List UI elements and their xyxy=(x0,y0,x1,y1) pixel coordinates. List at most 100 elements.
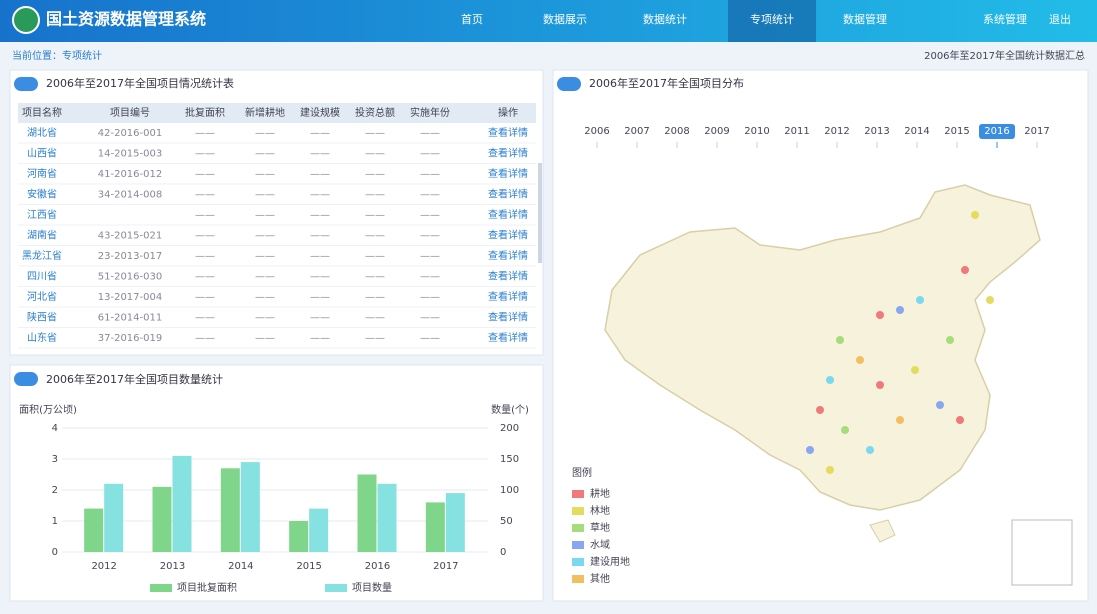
detail-link[interactable]: 查看详情 xyxy=(488,331,528,344)
table-cell: 河南省 xyxy=(27,167,57,180)
bar xyxy=(220,468,240,552)
app-title: 国土资源数据管理系统 xyxy=(46,10,206,29)
table-cell: —— xyxy=(365,128,385,139)
table-cell: —— xyxy=(255,128,275,139)
nav-item[interactable]: 退出 xyxy=(1049,12,1071,26)
detail-link[interactable]: 查看详情 xyxy=(488,167,528,180)
panel-title: 2006年至2017年全国项目情况统计表 xyxy=(46,76,234,90)
detail-link[interactable]: 查看详情 xyxy=(488,311,528,324)
table-cell: —— xyxy=(195,149,215,160)
year-button[interactable]: 2006 xyxy=(584,126,609,137)
detail-link[interactable]: 查看详情 xyxy=(488,126,528,139)
legend-label: 项目数量 xyxy=(352,581,392,594)
year-button[interactable]: 2007 xyxy=(624,126,649,137)
table-cell: —— xyxy=(195,251,215,262)
table-cell: —— xyxy=(310,231,330,242)
x-tick-label: 2016 xyxy=(365,561,390,572)
table-cell: —— xyxy=(310,210,330,221)
year-button[interactable]: 2012 xyxy=(824,126,849,137)
table-cell: —— xyxy=(255,190,275,201)
year-button[interactable]: 2009 xyxy=(704,126,729,137)
year-button[interactable]: 2016 xyxy=(984,126,1009,137)
y2-tick-label: 150 xyxy=(500,454,519,465)
year-button[interactable]: 2010 xyxy=(744,126,769,137)
detail-link[interactable]: 查看详情 xyxy=(488,188,528,201)
y-tick-label: 0 xyxy=(52,547,58,558)
table-cell: —— xyxy=(255,292,275,303)
year-button[interactable]: 2014 xyxy=(904,126,929,137)
detail-link[interactable]: 查看详情 xyxy=(488,290,528,303)
detail-link[interactable]: 查看详情 xyxy=(488,249,528,262)
legend-label: 其他 xyxy=(590,572,610,585)
table-cell: 61-2014-011 xyxy=(98,313,162,324)
table-cell: 山西省 xyxy=(27,147,57,160)
panel-title: 2006年至2017年全国项目分布 xyxy=(589,76,744,90)
table-cell: 14-2015-003 xyxy=(98,149,162,160)
table-cell: —— xyxy=(310,313,330,324)
y2-tick-label: 50 xyxy=(500,516,513,527)
table-header xyxy=(18,103,536,123)
detail-link[interactable]: 查看详情 xyxy=(488,147,528,160)
table-cell: —— xyxy=(310,128,330,139)
table-cell: —— xyxy=(310,251,330,262)
legend-swatch xyxy=(572,524,584,532)
y-tick-label: 3 xyxy=(52,454,58,465)
table-cell: —— xyxy=(195,313,215,324)
year-button[interactable]: 2015 xyxy=(944,126,969,137)
table-cell: —— xyxy=(310,333,330,344)
table-cell: 41-2016-012 xyxy=(98,169,162,180)
map-points xyxy=(806,211,994,474)
table-cell: 37-2016-019 xyxy=(98,333,162,344)
table-cell: —— xyxy=(420,128,440,139)
y-axis-title: 面积(万公顷) xyxy=(19,404,77,416)
map-island xyxy=(869,519,896,543)
x-tick-label: 2013 xyxy=(160,561,185,572)
table-cell: —— xyxy=(195,190,215,201)
table-cell: 43-2015-021 xyxy=(98,231,162,242)
bar xyxy=(309,508,329,552)
nav-item[interactable]: 专项统计 xyxy=(750,12,794,26)
year-button[interactable]: 2017 xyxy=(1024,126,1049,137)
bar xyxy=(104,483,124,552)
year-button[interactable]: 2008 xyxy=(664,126,689,137)
table-cell: —— xyxy=(310,292,330,303)
bar xyxy=(240,462,260,552)
table-cell: 安徽省 xyxy=(27,188,57,201)
table-cell: —— xyxy=(420,292,440,303)
table-cell: —— xyxy=(255,251,275,262)
table-cell: 51-2016-030 xyxy=(98,272,162,283)
table-cell: 13-2017-004 xyxy=(98,292,162,303)
logo xyxy=(12,6,40,34)
y-tick-label: 4 xyxy=(52,423,58,434)
nav-item[interactable]: 数据管理 xyxy=(843,12,887,26)
column-header: 操作 xyxy=(498,106,518,119)
table-cell: —— xyxy=(420,190,440,201)
legend-title: 图例 xyxy=(572,466,592,479)
legend-label: 建设用地 xyxy=(590,555,630,568)
detail-link[interactable]: 查看详情 xyxy=(488,270,528,283)
table-cell: 陕西省 xyxy=(27,311,57,324)
top-right-info: 2006年至2017年全国统计数据汇总 xyxy=(924,49,1085,62)
table-cell: —— xyxy=(365,231,385,242)
nav-item[interactable]: 数据统计 xyxy=(643,12,687,26)
nav-item[interactable]: 系统管理 xyxy=(983,12,1027,26)
table-cell: —— xyxy=(365,210,385,221)
detail-link[interactable]: 查看详情 xyxy=(488,229,528,242)
legend-label: 项目批复面积 xyxy=(177,581,237,594)
table-cell: —— xyxy=(420,251,440,262)
panel-icon xyxy=(557,77,581,91)
nav-item[interactable]: 首页 xyxy=(461,12,483,26)
year-button[interactable]: 2011 xyxy=(784,126,809,137)
bar xyxy=(377,483,397,552)
table-cell: —— xyxy=(195,169,215,180)
bar xyxy=(425,502,445,552)
table-cell: —— xyxy=(365,149,385,160)
year-button[interactable]: 2013 xyxy=(864,126,889,137)
table-cell: —— xyxy=(420,313,440,324)
table-cell: 42-2016-001 xyxy=(98,128,162,139)
nav-item[interactable]: 数据展示 xyxy=(543,12,587,26)
legend-label: 耕地 xyxy=(590,487,610,500)
detail-link[interactable]: 查看详情 xyxy=(488,208,528,221)
y2-axis-title: 数量(个) xyxy=(491,403,529,416)
x-tick-label: 2017 xyxy=(433,561,458,572)
